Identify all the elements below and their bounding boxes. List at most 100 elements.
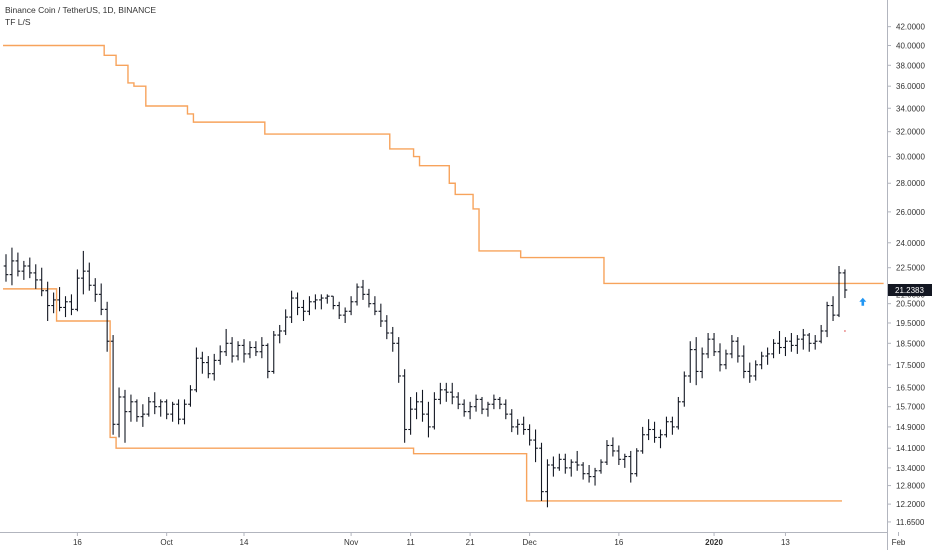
ohlc-bar bbox=[491, 394, 497, 410]
ohlc-bar bbox=[628, 450, 634, 483]
ohlc-bar bbox=[348, 296, 354, 316]
price-tick-label: 22.5000 bbox=[896, 264, 925, 273]
ohlc-bar bbox=[336, 301, 342, 320]
ohlc-bar bbox=[271, 330, 277, 374]
ohlc-bar bbox=[568, 459, 574, 477]
buy-arrow-icon bbox=[859, 297, 867, 306]
indicator-name: TF L/S bbox=[5, 17, 31, 27]
ohlc-bar bbox=[551, 456, 556, 477]
symbol-title: Binance Coin / TetherUS, 1D, BINANCE bbox=[5, 5, 157, 15]
price-tick-label: 26.0000 bbox=[896, 208, 925, 217]
ohlc-bar bbox=[830, 296, 836, 322]
ohlc-bar bbox=[646, 419, 651, 441]
ohlc-bar bbox=[289, 290, 294, 323]
ohlc-bar bbox=[116, 387, 122, 438]
ohlc-bar bbox=[188, 385, 193, 407]
ohlc-bar bbox=[783, 337, 788, 357]
ohlc-bar bbox=[9, 247, 15, 286]
chart-legend: Binance Coin / TetherUS, 1D, BINANCE TF … bbox=[5, 4, 156, 28]
ohlc-bar bbox=[57, 287, 62, 312]
ohlc-bar bbox=[527, 424, 532, 446]
signal-dot bbox=[844, 330, 846, 332]
time-tick-label: 21 bbox=[466, 538, 475, 547]
ohlc-bar bbox=[426, 401, 431, 438]
time-tick-label: 14 bbox=[240, 538, 249, 547]
ohlc-bar bbox=[616, 445, 622, 466]
ohlc-bar bbox=[408, 396, 413, 435]
ohlc-bar bbox=[253, 341, 259, 357]
time-tick-label: 2020 bbox=[705, 538, 723, 547]
time-tick-label: 11 bbox=[406, 538, 415, 547]
ohlc-bar bbox=[182, 399, 187, 425]
ohlc-bar bbox=[194, 347, 199, 393]
ohlc-bar bbox=[158, 399, 163, 417]
ohlc-bar bbox=[842, 269, 848, 299]
price-tick-label: 28.0000 bbox=[896, 179, 925, 188]
ohlc-bar bbox=[777, 330, 782, 354]
ohlc-bar bbox=[747, 362, 753, 383]
ohlc-bar bbox=[140, 404, 146, 427]
ohlc-bar bbox=[521, 416, 526, 435]
ohlc-bar bbox=[342, 307, 348, 323]
ohlc-bar bbox=[461, 399, 467, 417]
ohlc-bar bbox=[818, 324, 824, 344]
ohlc-bar bbox=[402, 369, 407, 443]
ohlc-bar bbox=[87, 262, 92, 291]
ohlc-bar bbox=[110, 335, 116, 435]
ohlc-bar bbox=[313, 294, 318, 310]
ohlc-bar bbox=[229, 337, 235, 363]
time-tick-label: 16 bbox=[73, 538, 82, 547]
ohlc-bar bbox=[152, 392, 158, 415]
ohlc-bar bbox=[277, 324, 282, 344]
ohlc-bar bbox=[390, 326, 396, 352]
ohlc-bar bbox=[515, 419, 520, 435]
ohlc-bar bbox=[295, 292, 300, 316]
time-tick-label: Oct bbox=[160, 538, 173, 547]
ohlc-bar bbox=[414, 392, 419, 420]
ohlc-bar bbox=[247, 341, 253, 359]
time-axis[interactable]: 16 Oct 14 Nov 11 21 Dec 16 2020 13 Feb bbox=[0, 532, 906, 547]
ohlc-bar bbox=[497, 396, 503, 410]
ohlc-bar bbox=[705, 333, 711, 359]
ohlc-bar bbox=[664, 416, 669, 438]
price-axis[interactable]: 42.0000 40.0000 38.0000 36.0000 34.0000 32.00… bbox=[887, 0, 925, 550]
ohlc-bar bbox=[652, 421, 657, 443]
signal-markers bbox=[844, 297, 867, 332]
ohlc-bar bbox=[235, 341, 241, 361]
price-tick-label: 15.7000 bbox=[896, 403, 925, 412]
ohlc-bar bbox=[711, 333, 717, 357]
ohlc-bar bbox=[81, 250, 86, 295]
upper-line-path bbox=[3, 44, 884, 285]
ohlc-bar bbox=[420, 389, 425, 422]
ohlc-bar bbox=[801, 328, 806, 350]
ohlc-bar bbox=[759, 351, 764, 370]
ohlc-bar bbox=[307, 296, 312, 316]
price-tick-label: 18.5000 bbox=[896, 339, 925, 348]
ohlc-bar bbox=[217, 345, 223, 365]
ohlc-bar bbox=[812, 335, 818, 350]
ohlc-bar bbox=[134, 399, 140, 422]
ohlc-bar bbox=[319, 294, 324, 310]
ohlc-bar bbox=[27, 257, 33, 279]
price-tick-label: 38.0000 bbox=[896, 61, 925, 70]
ohlc-bar bbox=[735, 337, 741, 363]
ohlc-bar bbox=[753, 360, 758, 381]
price-tick-label: 32.0000 bbox=[896, 128, 925, 137]
ohlc-bar bbox=[51, 292, 56, 314]
ohlc-bar bbox=[765, 347, 770, 365]
ohlc-bar bbox=[164, 399, 169, 420]
ohlc-bar bbox=[658, 429, 663, 449]
price-tick-label: 16.5000 bbox=[896, 383, 925, 392]
ohlc-bar bbox=[455, 392, 461, 410]
ohlc-bar bbox=[200, 351, 205, 374]
ohlc-bar bbox=[682, 371, 687, 407]
price-tick-label: 11.6500 bbox=[896, 518, 925, 527]
ohlc-bar bbox=[509, 409, 515, 433]
ohlc-bar bbox=[301, 299, 306, 322]
ohlc-bar bbox=[75, 269, 80, 312]
ohlc-bar bbox=[3, 254, 9, 282]
ohlc-bar bbox=[598, 459, 604, 474]
lower-line-path bbox=[3, 288, 842, 502]
ohlc-bar bbox=[259, 337, 265, 359]
